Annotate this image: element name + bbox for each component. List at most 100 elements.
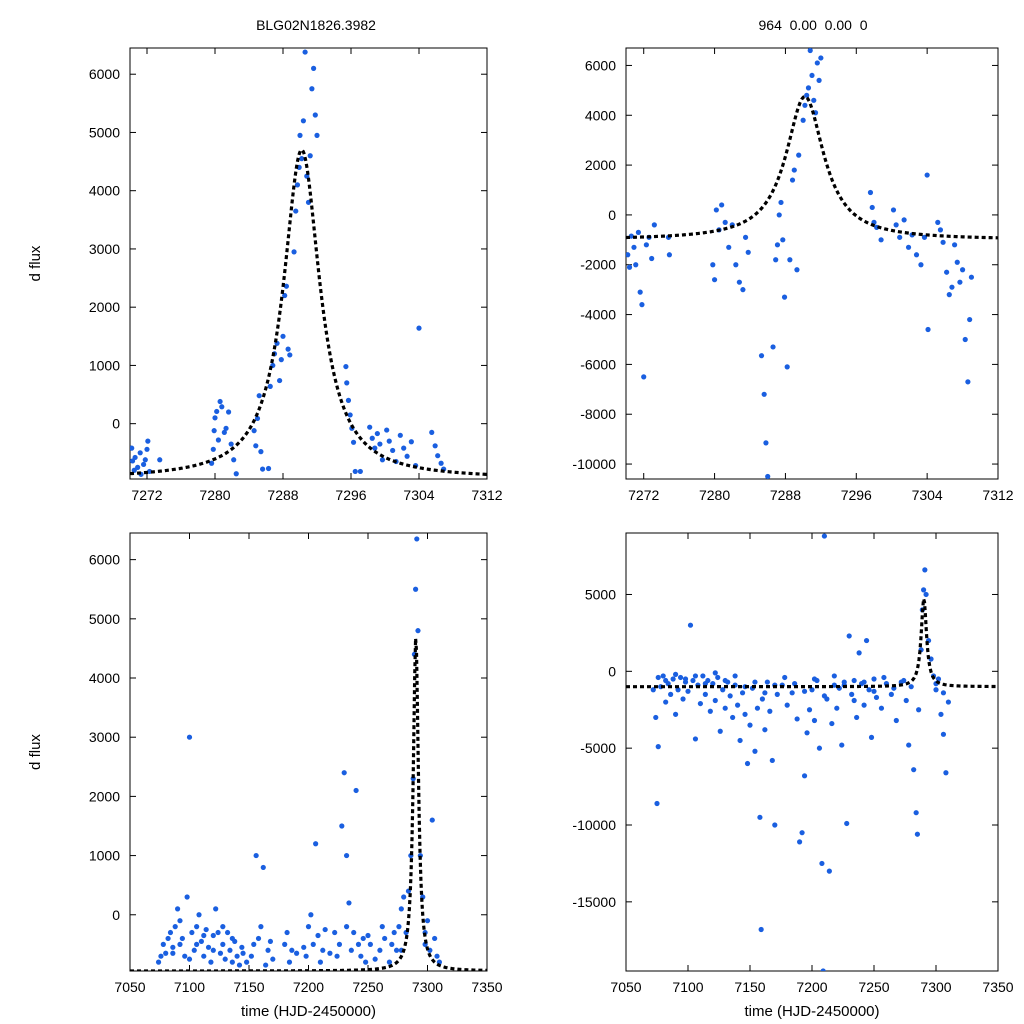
data-point <box>332 929 338 936</box>
data-point <box>739 690 746 696</box>
data-point <box>303 953 309 959</box>
data-point <box>231 457 237 463</box>
data-point <box>267 383 273 389</box>
y-tick-label: 5000 <box>89 611 120 627</box>
data-point <box>784 364 790 370</box>
data-point <box>626 264 633 270</box>
data-point <box>344 380 350 386</box>
data-point <box>643 242 649 248</box>
data-point <box>967 316 973 323</box>
data-point <box>946 292 952 298</box>
data-point <box>965 379 971 385</box>
data-point <box>201 932 207 939</box>
data-point <box>692 736 699 742</box>
data-point <box>770 344 776 350</box>
plot-area <box>130 49 487 477</box>
data-point <box>655 674 661 681</box>
y-tick-label: 4000 <box>585 107 616 123</box>
y-tick-label: 0 <box>112 416 120 432</box>
x-tick-label: 7280 <box>699 487 730 503</box>
data-point <box>224 929 231 936</box>
data-point <box>217 398 223 405</box>
data-point <box>145 438 151 444</box>
data-point <box>940 239 946 245</box>
plot-frame <box>129 532 488 972</box>
data-point <box>297 132 303 138</box>
y-tick-label: 4000 <box>89 183 120 199</box>
data-point <box>369 435 375 441</box>
data-point <box>916 707 922 713</box>
data-point <box>868 734 875 741</box>
y-tick-label: -10000 <box>572 817 616 833</box>
data-point <box>239 944 245 950</box>
data-point <box>386 959 393 965</box>
x-tick-label: 7350 <box>471 979 502 995</box>
y-tick-label: 1000 <box>89 357 120 373</box>
data-point <box>367 941 373 947</box>
data-point <box>655 744 661 750</box>
data-point <box>360 935 366 942</box>
data-point <box>742 234 749 240</box>
data-point <box>307 153 313 159</box>
data-point <box>341 770 347 776</box>
data-point <box>726 244 732 250</box>
data-point <box>305 924 312 930</box>
data-point <box>878 705 885 711</box>
data-point <box>186 956 193 962</box>
data-point <box>713 207 719 213</box>
data-point <box>215 437 221 443</box>
data-point <box>158 953 164 959</box>
panel-bottom-left: 7050 7100 7150 7200 7250 7300 7350 0 1000 2000 300… <box>27 532 503 1020</box>
data-point <box>821 693 828 699</box>
data-point <box>744 760 751 767</box>
data-point <box>940 731 947 737</box>
data-point <box>213 906 219 912</box>
data-point <box>358 953 364 959</box>
data-point <box>377 441 383 447</box>
data-point <box>844 820 850 827</box>
data-point <box>806 707 813 713</box>
data-point <box>285 346 291 352</box>
data-point <box>346 900 352 906</box>
data-point <box>312 112 318 118</box>
plot-frame <box>129 47 488 480</box>
data-point <box>429 817 435 823</box>
data-point <box>784 702 790 708</box>
data-point <box>663 699 669 705</box>
data-point <box>834 705 840 711</box>
data-point <box>260 466 266 472</box>
y-tick-label: -2000 <box>580 257 616 273</box>
data-point <box>710 262 716 268</box>
x-tick-label: 7200 <box>293 979 324 995</box>
data-point <box>286 959 293 965</box>
data-point <box>863 637 870 644</box>
data-point <box>935 219 941 225</box>
data-point <box>692 673 699 679</box>
data-point <box>820 968 826 971</box>
data-point <box>300 118 306 124</box>
data-point <box>334 953 340 959</box>
data-point <box>137 450 143 456</box>
data-point <box>633 262 639 268</box>
data-point <box>194 924 200 930</box>
data-point <box>210 947 216 953</box>
data-point <box>924 172 930 178</box>
data-point <box>379 924 385 930</box>
data-point <box>937 227 944 233</box>
data-point <box>913 252 920 258</box>
data-point <box>791 167 797 173</box>
data-point <box>796 152 802 158</box>
data-point <box>220 941 226 947</box>
data-point <box>792 681 798 687</box>
data-point <box>690 677 696 684</box>
data-point <box>764 679 770 685</box>
data-point <box>438 460 444 466</box>
data-point <box>432 443 438 449</box>
x-tick-label: 7300 <box>412 979 443 995</box>
data-point <box>826 868 832 874</box>
data-point <box>434 953 440 959</box>
data-point <box>802 102 808 108</box>
data-point <box>893 222 899 228</box>
data-point <box>284 929 290 936</box>
data-point <box>194 941 200 947</box>
